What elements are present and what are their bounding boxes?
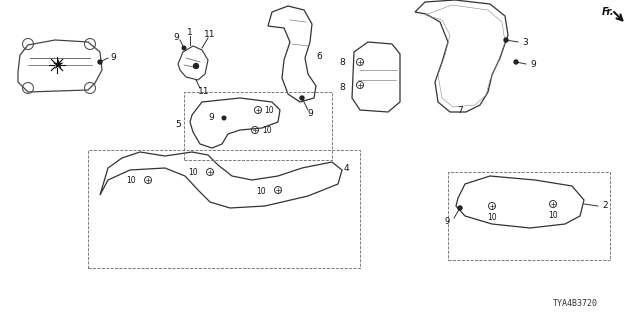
Bar: [88, 150, 360, 268]
Text: ★: ★: [51, 58, 63, 72]
Circle shape: [222, 116, 226, 120]
Text: 1: 1: [187, 28, 193, 36]
Text: 5: 5: [175, 119, 181, 129]
Text: 10: 10: [548, 212, 558, 220]
Text: 10: 10: [264, 106, 274, 115]
Text: 9: 9: [307, 108, 313, 117]
Text: 10: 10: [487, 213, 497, 222]
Text: 9: 9: [445, 217, 450, 226]
Text: Fr.: Fr.: [602, 7, 614, 17]
Text: 8: 8: [339, 83, 345, 92]
Text: 9: 9: [173, 33, 179, 42]
Text: 11: 11: [198, 86, 210, 95]
Circle shape: [98, 60, 102, 64]
Text: 9: 9: [208, 113, 214, 122]
Text: 9: 9: [530, 60, 536, 68]
Text: 11: 11: [204, 29, 216, 38]
Circle shape: [182, 46, 186, 50]
Text: 4: 4: [344, 164, 349, 172]
Circle shape: [458, 206, 462, 210]
Text: 8: 8: [339, 58, 345, 67]
Text: 10: 10: [188, 167, 198, 177]
Text: 10: 10: [126, 175, 136, 185]
Circle shape: [300, 96, 304, 100]
Circle shape: [514, 60, 518, 64]
Circle shape: [504, 38, 508, 42]
Text: 10: 10: [262, 125, 271, 134]
Text: 6: 6: [316, 52, 322, 60]
Circle shape: [193, 63, 198, 68]
Text: 9: 9: [110, 52, 116, 61]
Bar: [184, 92, 332, 160]
Text: TYA4B3720: TYA4B3720: [553, 299, 598, 308]
Text: 3: 3: [522, 37, 528, 46]
Bar: [448, 172, 610, 260]
Text: 10: 10: [257, 188, 266, 196]
Text: 7: 7: [457, 106, 463, 115]
Text: 2: 2: [602, 202, 607, 211]
